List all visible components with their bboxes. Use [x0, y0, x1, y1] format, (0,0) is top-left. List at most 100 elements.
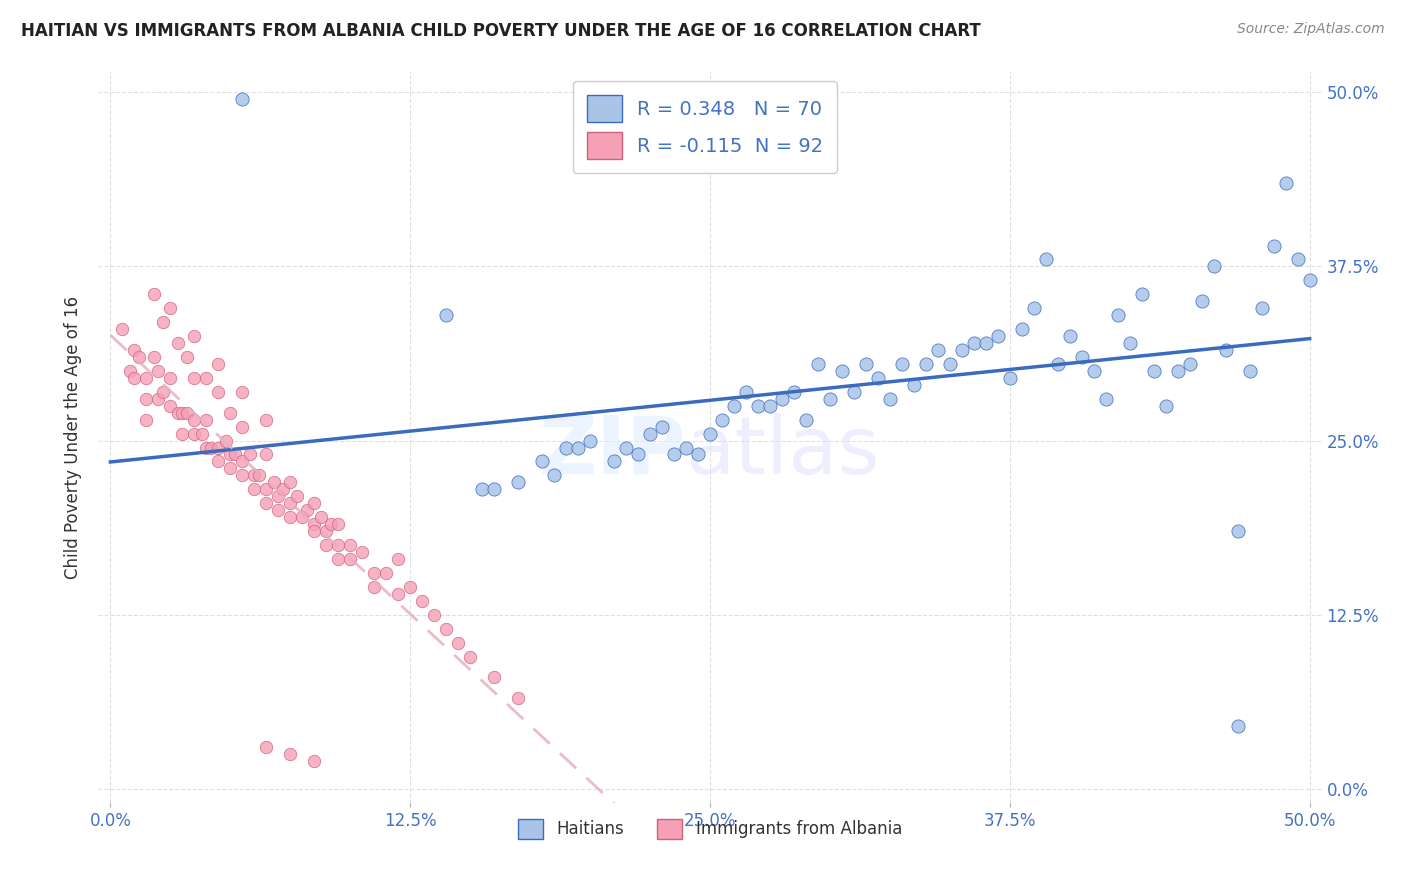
Point	[638, 426, 661, 441]
Point	[482, 670, 505, 684]
Point	[195, 412, 218, 426]
Point	[304, 524, 326, 538]
Point	[531, 454, 554, 468]
Point	[508, 475, 530, 490]
Point	[319, 517, 342, 532]
Point	[423, 607, 446, 622]
Point	[111, 322, 134, 336]
Point	[304, 517, 326, 532]
Point	[471, 483, 494, 497]
Point	[267, 503, 290, 517]
Point	[254, 740, 277, 755]
Point	[118, 364, 141, 378]
Point	[987, 329, 1010, 343]
Point	[1022, 301, 1045, 316]
Point	[231, 384, 253, 399]
Text: ZIP: ZIP	[538, 413, 686, 491]
Point	[148, 364, 170, 378]
Point	[278, 510, 301, 524]
Text: HAITIAN VS IMMIGRANTS FROM ALBANIA CHILD POVERTY UNDER THE AGE OF 16 CORRELATION: HAITIAN VS IMMIGRANTS FROM ALBANIA CHILD…	[21, 22, 981, 40]
Point	[794, 412, 817, 426]
Point	[315, 538, 337, 552]
Point	[207, 357, 229, 371]
Point	[328, 552, 350, 566]
Point	[148, 392, 170, 406]
Point	[1274, 176, 1296, 190]
Point	[231, 454, 253, 468]
Point	[711, 412, 734, 426]
Point	[159, 371, 181, 385]
Point	[1191, 294, 1213, 309]
Point	[172, 426, 194, 441]
Y-axis label: Child Poverty Under the Age of 16: Child Poverty Under the Age of 16	[65, 295, 83, 579]
Point	[159, 301, 181, 316]
Point	[675, 441, 697, 455]
Point	[254, 412, 277, 426]
Point	[831, 364, 853, 378]
Point	[363, 566, 385, 580]
Point	[311, 510, 333, 524]
Point	[399, 580, 422, 594]
Point	[328, 517, 350, 532]
Point	[1070, 350, 1092, 364]
Point	[142, 287, 165, 301]
Point	[807, 357, 830, 371]
Point	[1263, 238, 1285, 252]
Point	[304, 754, 326, 768]
Point	[176, 406, 198, 420]
Point	[915, 357, 938, 371]
Point	[1154, 399, 1177, 413]
Point	[291, 510, 314, 524]
Point	[1143, 364, 1166, 378]
Text: atlas: atlas	[686, 413, 880, 491]
Point	[1094, 392, 1116, 406]
Point	[866, 371, 889, 385]
Point	[271, 483, 294, 497]
Point	[195, 441, 218, 455]
Point	[231, 468, 253, 483]
Point	[166, 406, 188, 420]
Point	[1298, 273, 1320, 287]
Point	[903, 377, 925, 392]
Point	[124, 343, 146, 357]
Point	[1226, 524, 1249, 538]
Point	[190, 426, 212, 441]
Point	[747, 399, 769, 413]
Point	[207, 441, 229, 455]
Point	[614, 441, 637, 455]
Point	[950, 343, 973, 357]
Point	[219, 448, 242, 462]
Point	[603, 454, 626, 468]
Point	[927, 343, 949, 357]
Point	[183, 412, 205, 426]
Point	[183, 329, 205, 343]
Point	[135, 412, 157, 426]
Point	[135, 371, 157, 385]
Point	[1107, 308, 1129, 322]
Point	[224, 448, 246, 462]
Point	[339, 538, 361, 552]
Point	[458, 649, 481, 664]
Point	[662, 448, 685, 462]
Point	[783, 384, 806, 399]
Point	[200, 441, 222, 455]
Point	[1083, 364, 1105, 378]
Point	[254, 496, 277, 510]
Point	[1046, 357, 1069, 371]
Point	[1239, 364, 1261, 378]
Point	[254, 483, 277, 497]
Point	[482, 483, 505, 497]
Point	[627, 448, 650, 462]
Point	[243, 483, 266, 497]
Point	[1035, 252, 1057, 267]
Point	[231, 92, 253, 106]
Point	[699, 426, 721, 441]
Point	[447, 635, 470, 649]
Point	[315, 524, 337, 538]
Point	[176, 350, 198, 364]
Point	[434, 622, 457, 636]
Point	[1167, 364, 1189, 378]
Point	[195, 371, 218, 385]
Text: Source: ZipAtlas.com: Source: ZipAtlas.com	[1237, 22, 1385, 37]
Point	[183, 371, 205, 385]
